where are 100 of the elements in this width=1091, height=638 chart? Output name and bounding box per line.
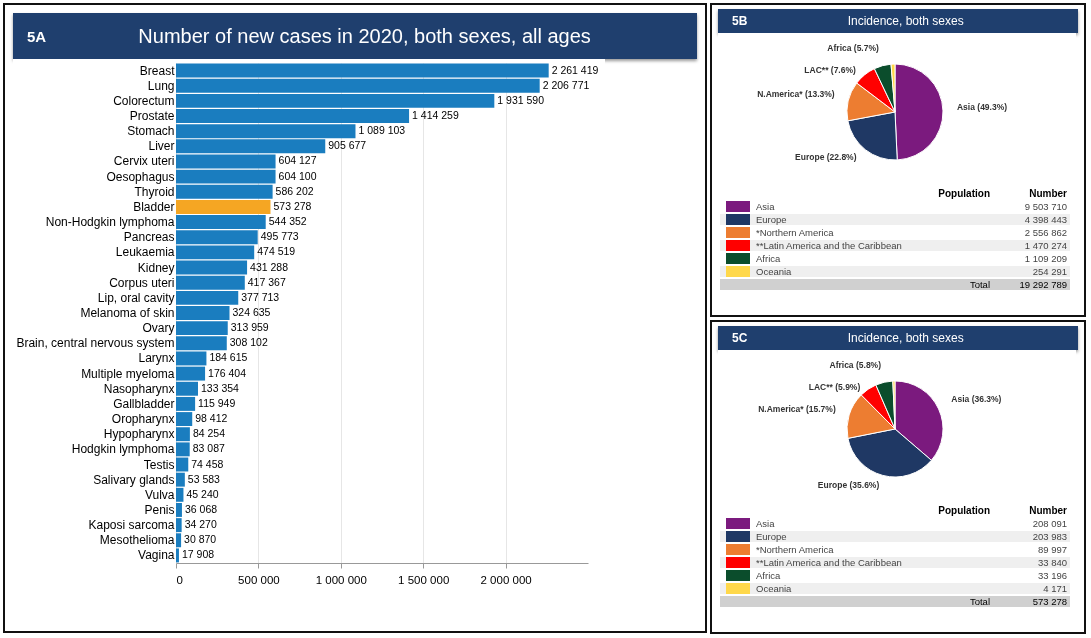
data-label: 45 240 xyxy=(186,487,219,500)
x-tick-label: 1 000 000 xyxy=(315,573,367,586)
data-label: 1 931 590 xyxy=(497,93,545,106)
legend-label: Asia xyxy=(756,200,776,212)
data-label: 30 870 xyxy=(184,533,217,546)
y-tick-label: Mesothelioma xyxy=(99,533,175,548)
y-tick-label: Stomach xyxy=(127,124,175,139)
data-label: 203 983 xyxy=(1032,530,1067,542)
legend-label: **Latin America and the Caribbean xyxy=(756,556,902,568)
data-label: 74 458 xyxy=(191,457,224,470)
data-label: 1 089 103 xyxy=(358,124,406,137)
legend-label: *Northern America xyxy=(756,543,835,555)
y-tick-label: Kaposi sarcoma xyxy=(88,518,175,533)
data-label: 324 635 xyxy=(232,306,271,318)
data-label: 905 677 xyxy=(328,139,367,152)
text: Europe (35.6%) xyxy=(817,479,880,490)
legend-label: Europe xyxy=(756,213,787,225)
y-tick-label: Lip, oral cavity xyxy=(97,290,175,305)
data-label: 4 398 443 xyxy=(1024,213,1067,225)
data-label: 308 102 xyxy=(229,336,268,349)
y-tick-label: Melanoma of skin xyxy=(80,306,175,320)
data-label: 1 470 274 xyxy=(1024,239,1067,251)
data-label: 84 254 xyxy=(192,427,226,440)
data-label: 573 278 xyxy=(273,199,312,212)
y-tick-label: Gallbladder xyxy=(113,396,175,411)
text: Asia (49.3%) xyxy=(956,101,1008,112)
legend-label: Oceania xyxy=(756,265,793,277)
data-label: 98 412 xyxy=(195,412,228,425)
text: LAC** (5.9%) xyxy=(808,381,861,392)
data-label: 208 091 xyxy=(1032,517,1067,529)
data-label: 417 367 xyxy=(247,275,286,288)
y-tick-label: Kidney xyxy=(137,260,175,275)
y-tick-label: Oropharynx xyxy=(111,412,175,427)
text: Number xyxy=(1029,504,1068,516)
x-tick-label: 500 000 xyxy=(238,573,280,586)
y-tick-label: Breast xyxy=(139,63,176,78)
text: Africa (5.7%) xyxy=(827,43,879,54)
y-tick-label: Nasopharynx xyxy=(103,381,175,396)
y-tick-label: Cervix uteri xyxy=(113,154,175,169)
y-tick-label: Liver xyxy=(148,139,175,154)
data-label: 4 171 xyxy=(1043,582,1067,594)
legend-label: Africa xyxy=(756,252,781,264)
data-label: 36 068 xyxy=(184,502,218,515)
data-label: 115 949 xyxy=(198,396,236,409)
y-tick-label: Non-Hodgkin lymphoma xyxy=(45,215,175,230)
text: Europe (22.8%) xyxy=(795,151,857,162)
text: 5B xyxy=(732,14,748,28)
data-label: 313 959 xyxy=(230,321,269,334)
data-label: 254 291 xyxy=(1032,265,1067,277)
y-tick-label: Bladder xyxy=(133,199,175,214)
data-label: 33 840 xyxy=(1037,556,1067,568)
text: 5A xyxy=(27,27,47,45)
data-label: 495 773 xyxy=(260,230,299,243)
y-tick-label: Lung xyxy=(147,78,175,93)
text: N.America* (15.7%) xyxy=(758,403,836,414)
text: 19 292 789 xyxy=(1019,278,1067,290)
y-tick-label: Vulva xyxy=(144,487,175,502)
data-label: 377 713 xyxy=(241,290,280,303)
data-label: 34 270 xyxy=(184,518,217,531)
y-tick-label: Prostate xyxy=(129,109,175,124)
y-tick-label: Brain, central nervous system xyxy=(16,336,175,351)
y-tick-label: Ovary xyxy=(142,321,175,336)
data-label: 2 206 771 xyxy=(542,78,590,91)
legend-label: **Latin America and the Caribbean xyxy=(756,239,902,251)
x-tick-label: 1 500 000 xyxy=(398,573,450,586)
text: 573 278 xyxy=(1032,595,1067,607)
data-label: 89 997 xyxy=(1037,543,1067,555)
x-tick-label: 2 000 000 xyxy=(480,573,532,586)
data-label: 17 908 xyxy=(181,548,215,561)
data-label: 431 288 xyxy=(250,260,289,273)
y-tick-label: Salivary glands xyxy=(93,472,175,487)
text: Population xyxy=(938,187,990,199)
y-tick-label: Pancreas xyxy=(123,230,175,245)
text: Population xyxy=(938,504,990,516)
text: Africa (5.8%) xyxy=(829,359,882,370)
y-tick-label: Colorectum xyxy=(113,93,175,108)
data-label: 1 414 259 xyxy=(412,109,459,122)
legend-label: Oceania xyxy=(756,582,793,594)
legend-label: Asia xyxy=(756,517,776,529)
text: Number xyxy=(1029,187,1068,199)
text: 5C xyxy=(732,331,748,345)
data-label: 2 261 419 xyxy=(551,63,599,76)
text: Total xyxy=(969,278,990,290)
data-label: 586 202 xyxy=(275,184,314,197)
y-tick-label: Testis xyxy=(143,457,175,472)
data-label: 176 404 xyxy=(208,366,247,379)
legend-label: *Northern America xyxy=(756,226,835,238)
chart-title: Incidence, both sexes xyxy=(846,14,965,28)
text: Total xyxy=(969,595,990,607)
text: N.America* (13.3%) xyxy=(757,88,835,99)
y-tick-label: Oesophagus xyxy=(106,169,175,184)
y-tick-label: Leukaemia xyxy=(115,245,175,260)
x-tick-label: 0 xyxy=(176,573,183,586)
data-label: 604 100 xyxy=(278,169,317,182)
data-label: 33 196 xyxy=(1037,569,1067,581)
text: LAC** (7.6%) xyxy=(804,65,856,76)
legend-label: Africa xyxy=(756,569,781,581)
data-label: 1 109 209 xyxy=(1024,252,1067,264)
data-label: 604 127 xyxy=(278,154,317,167)
text: Asia (36.3%) xyxy=(951,394,1002,405)
